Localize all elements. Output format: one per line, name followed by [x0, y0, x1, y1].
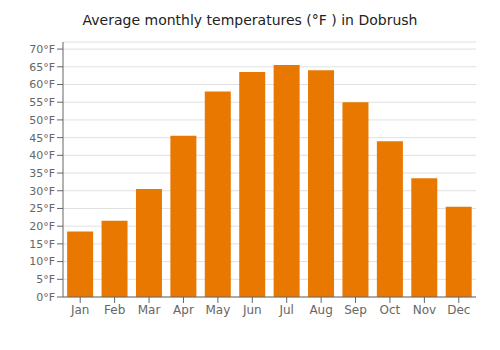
- svg-text:Aug: Aug: [309, 303, 332, 317]
- svg-text:45°F: 45°F: [29, 132, 55, 145]
- svg-text:70°F: 70°F: [29, 43, 55, 56]
- svg-text:50°F: 50°F: [29, 114, 55, 127]
- svg-text:Jul: Jul: [278, 303, 293, 317]
- svg-text:Nov: Nov: [413, 303, 436, 317]
- svg-text:Apr: Apr: [173, 303, 194, 317]
- svg-text:5°F: 5°F: [36, 273, 55, 286]
- svg-text:Sep: Sep: [344, 303, 367, 317]
- svg-text:60°F: 60°F: [29, 78, 55, 91]
- svg-text:55°F: 55°F: [29, 96, 55, 109]
- svg-text:Dec: Dec: [447, 303, 470, 317]
- svg-text:May: May: [205, 303, 230, 317]
- svg-text:10°F: 10°F: [29, 255, 55, 268]
- html-text:Average monthly temperatures (: Average monthly temperatures (°F ) in Do…: [82, 12, 418, 28]
- svg-text:Mar: Mar: [138, 303, 161, 317]
- svg-text:40°F: 40°F: [29, 149, 55, 162]
- svg-text:30°F: 30°F: [29, 185, 55, 198]
- svg-text:Jan: Jan: [70, 303, 90, 317]
- svg-text:Feb: Feb: [104, 303, 125, 317]
- svg-text:0°F: 0°F: [36, 291, 55, 304]
- svg-text:65°F: 65°F: [29, 61, 55, 74]
- svg-text:Oct: Oct: [380, 303, 401, 317]
- svg-text:20°F: 20°F: [29, 220, 55, 233]
- svg-text:25°F: 25°F: [29, 202, 55, 215]
- svg-text:15°F: 15°F: [29, 238, 55, 251]
- svg-text:35°F: 35°F: [29, 167, 55, 180]
- svg-text:Jun: Jun: [242, 303, 262, 317]
